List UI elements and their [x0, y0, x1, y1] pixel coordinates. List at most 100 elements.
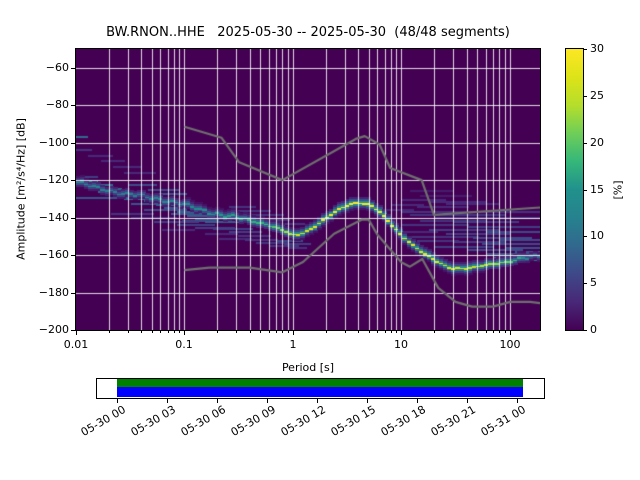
colorbar-tick-label: 10 — [590, 229, 604, 242]
x-tick-mark-minor — [326, 331, 327, 333]
x-tick-mark-minor — [282, 331, 283, 333]
x-tick-mark-minor — [385, 331, 386, 333]
x-tick-mark-minor — [377, 331, 378, 333]
x-tick-mark-minor — [260, 331, 261, 333]
x-tick-mark-minor — [269, 331, 270, 333]
y-tick-label: −180 — [38, 286, 69, 299]
x-tick-mark-minor — [467, 331, 468, 333]
y-tick-mark — [71, 330, 75, 331]
y-tick-mark — [71, 105, 75, 106]
x-tick-mark-minor — [179, 331, 180, 333]
colorbar-tick-label: 15 — [590, 183, 604, 196]
timeline-tick-label: 05-30 18 — [378, 403, 428, 439]
timeline-tick-mark — [117, 399, 118, 403]
x-tick-mark-minor — [453, 331, 454, 333]
y-tick-mark — [71, 255, 75, 256]
timeline-tick-mark — [417, 399, 418, 403]
colorbar-tick-mark — [584, 190, 587, 191]
y-tick-label: −100 — [38, 136, 69, 149]
y-tick-label: −160 — [38, 248, 69, 261]
x-tick-mark-minor — [345, 331, 346, 333]
colorbar-tick-mark — [584, 143, 587, 144]
timeline-tick-mark — [217, 399, 218, 403]
timeline-tick-mark — [167, 399, 168, 403]
x-tick-mark-minor — [109, 331, 110, 333]
plot-title: BW.RNON..HHE 2025-05-30 -- 2025-05-30 (4… — [106, 25, 510, 40]
x-tick-mark-minor — [477, 331, 478, 333]
x-tick-label: 100 — [499, 338, 521, 351]
x-tick-mark-minor — [493, 331, 494, 333]
x-tick-mark-minor — [391, 331, 392, 333]
timeline-tick-label: 05-30 12 — [278, 403, 328, 439]
x-tick-mark-minor — [160, 331, 161, 333]
timeline-coverage-segment — [117, 379, 523, 387]
x-axis-label: Period [s] — [281, 361, 335, 374]
x-tick-mark-minor — [396, 331, 397, 333]
y-tick-label: −120 — [38, 173, 69, 186]
x-tick-mark-minor — [358, 331, 359, 333]
x-tick-mark-minor — [141, 331, 142, 333]
colorbar-tick-label: 25 — [590, 89, 604, 102]
x-tick-mark-minor — [369, 331, 370, 333]
timeline-tick-mark — [267, 399, 268, 403]
colorbar — [565, 48, 584, 331]
colorbar-tick-mark — [584, 283, 587, 284]
y-tick-label: −60 — [45, 61, 69, 74]
y-tick-mark — [71, 218, 75, 219]
x-tick-mark-major — [76, 331, 77, 335]
colorbar-tick-mark — [584, 96, 587, 97]
y-tick-mark — [71, 68, 75, 69]
ppsd-heatmap-canvas — [76, 49, 540, 330]
x-tick-mark-minor — [499, 331, 500, 333]
y-tick-label: −140 — [38, 211, 69, 224]
x-tick-label: 1 — [289, 338, 297, 351]
colorbar-tick-label: 0 — [590, 323, 597, 336]
x-tick-label: 0.1 — [175, 338, 193, 351]
timeline-tick-mark — [317, 399, 318, 403]
timeline-tick-label: 05-30 15 — [328, 403, 378, 439]
x-tick-mark-minor — [236, 331, 237, 333]
timeline-tick-mark — [467, 399, 468, 403]
y-tick-label: −200 — [38, 323, 69, 336]
main-plot-area — [75, 48, 541, 331]
timeline-tick-mark — [367, 399, 368, 403]
x-tick-mark-minor — [250, 331, 251, 333]
colorbar-tick-label: 20 — [590, 136, 604, 149]
timeline-tick-label: 05-30 21 — [428, 403, 478, 439]
timeline-tick-label: 05-30 03 — [128, 403, 178, 439]
x-tick-mark-major — [510, 331, 511, 335]
x-tick-mark-major — [401, 331, 402, 335]
colorbar-tick-mark — [584, 49, 587, 50]
x-tick-mark-minor — [276, 331, 277, 333]
y-tick-label: −80 — [45, 98, 69, 111]
x-tick-mark-minor — [217, 331, 218, 333]
timeline-tick-label: 05-30 00 — [78, 403, 128, 439]
colorbar-tick-label: 30 — [590, 42, 604, 55]
x-tick-mark-minor — [168, 331, 169, 333]
colorbar-tick-mark — [584, 236, 587, 237]
colorbar-tick-label: 5 — [590, 276, 597, 289]
x-tick-mark-major — [184, 331, 185, 335]
timeline-coverage-bar — [96, 378, 545, 399]
x-tick-mark-minor — [128, 331, 129, 333]
colorbar-label: [%] — [611, 180, 625, 200]
y-tick-mark — [71, 293, 75, 294]
x-tick-mark-minor — [505, 331, 506, 333]
timeline-tick-label: 05-30 09 — [228, 403, 278, 439]
timeline-tick-label: 05-30 06 — [178, 403, 228, 439]
x-tick-label: 0.01 — [63, 338, 89, 351]
y-tick-mark — [71, 143, 75, 144]
x-tick-mark-minor — [288, 331, 289, 333]
x-tick-mark-major — [293, 331, 294, 335]
timeline-tick-label: 05-31 00 — [478, 403, 528, 439]
timeline-data-segment — [117, 387, 523, 397]
colorbar-tick-mark — [584, 330, 587, 331]
x-tick-mark-minor — [152, 331, 153, 333]
timeline-tick-mark — [517, 399, 518, 403]
y-tick-mark — [71, 180, 75, 181]
x-tick-mark-minor — [434, 331, 435, 333]
x-tick-label: 10 — [394, 338, 408, 351]
x-tick-mark-minor — [486, 331, 487, 333]
x-tick-mark-minor — [174, 331, 175, 333]
